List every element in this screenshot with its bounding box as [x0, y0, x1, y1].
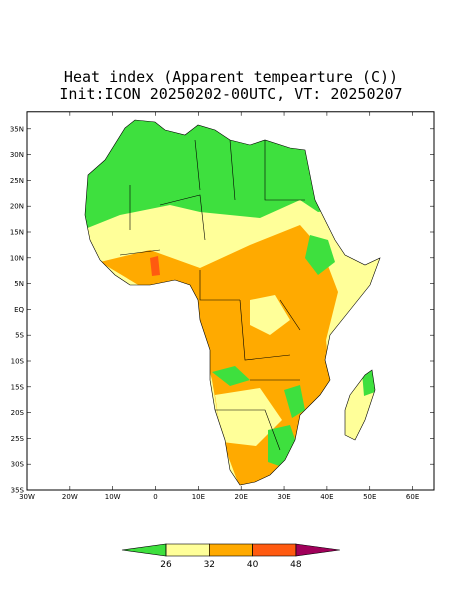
- lon-tick-label: 30W: [19, 493, 35, 501]
- lat-tick-label: 10N: [10, 254, 24, 262]
- zone: [212, 366, 250, 386]
- lat-tick-label: 35N: [10, 125, 24, 133]
- colorbar-box: [252, 543, 297, 557]
- lat-tick-label: 5S: [15, 332, 24, 340]
- lat-tick-label: 20N: [10, 203, 24, 211]
- zone: [85, 120, 380, 235]
- zone: [305, 235, 335, 275]
- lat-tick-label: 20S: [11, 409, 25, 417]
- colorbar-label: 26: [160, 560, 172, 570]
- lat-tick-label: 30N: [10, 151, 24, 159]
- colorbar-label: 48: [290, 560, 302, 570]
- lat-tick-label: 15S: [11, 383, 25, 391]
- lon-tick-label: 0: [153, 493, 157, 501]
- colorbar-box: [165, 543, 210, 557]
- map-subtitle: Init:ICON 20250202-00UTC, VT: 20250207: [59, 85, 402, 103]
- lon-tick-label: 20W: [62, 493, 78, 501]
- zone: [150, 256, 160, 276]
- colorbar-low: [121, 543, 167, 557]
- colorbar-label: 40: [247, 560, 259, 570]
- lat-tick-label: 25N: [10, 177, 24, 185]
- lat-tick-label: 25S: [11, 435, 25, 443]
- lon-tick-label: 20E: [235, 493, 248, 501]
- country-borders: [119, 139, 305, 451]
- lon-tick-label: 30E: [277, 493, 290, 501]
- zone: [250, 295, 290, 335]
- lon-tick-label: 60E: [406, 493, 419, 501]
- colorbar-high: [295, 543, 340, 557]
- lat-tick-label: 35S: [11, 487, 25, 495]
- map-title: Heat index (Apparent tempearture (C)): [64, 68, 398, 86]
- lat-tick-label: 5N: [14, 280, 24, 288]
- lon-tick-label: 10E: [192, 493, 205, 501]
- zone: [284, 385, 305, 418]
- map-frame: [26, 111, 435, 491]
- colorbar-label: 32: [204, 560, 215, 570]
- lon-tick-label: 10W: [105, 493, 121, 501]
- lon-tick-label: 50E: [363, 493, 376, 501]
- lon-tick-label: 40E: [320, 493, 333, 501]
- zone: [100, 225, 338, 485]
- lat-tick-label: 30S: [11, 461, 25, 469]
- colorbar-box: [209, 543, 253, 557]
- lat-tick-label: EQ: [14, 306, 24, 314]
- lat-tick-label: 10S: [11, 358, 25, 366]
- zone: [215, 388, 282, 446]
- lat-tick-label: 15N: [10, 229, 24, 237]
